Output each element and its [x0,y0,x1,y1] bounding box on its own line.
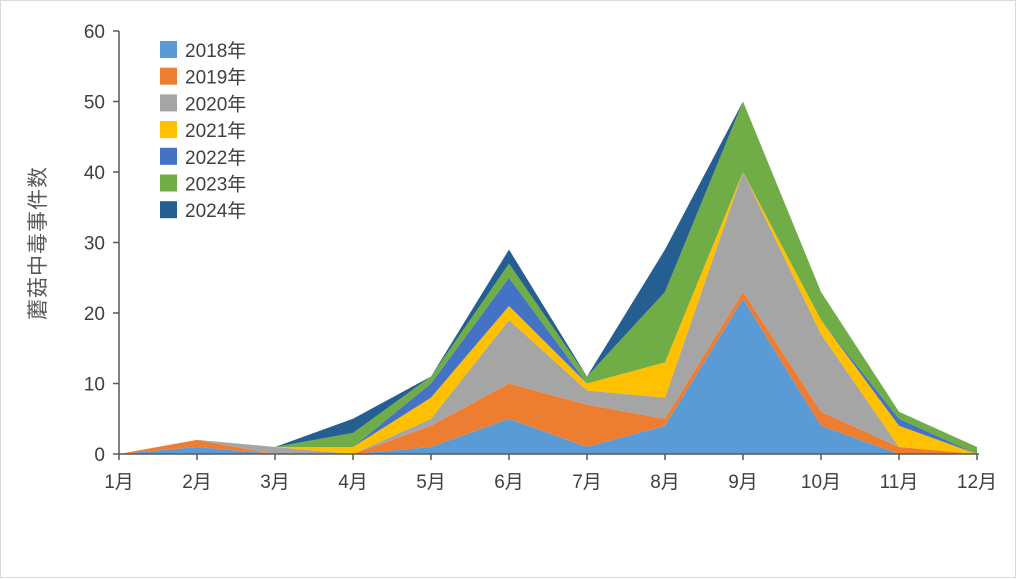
legend-label: 2022年 [185,147,246,169]
legend-label: 2021年 [185,120,246,142]
legend-swatch [160,174,177,192]
legend-label: 2018年 [185,40,246,62]
area-series-4 [119,172,977,454]
area-series-group [119,101,977,454]
legend-swatch [160,121,177,139]
x-tick-label: 4月 [338,472,368,493]
y-tick-label: 10 [84,375,105,396]
area-series-3 [119,172,977,454]
legend-item: 2024年 [160,200,246,222]
legend-label: 2019年 [185,67,246,89]
x-tick-label: 9月 [728,472,758,493]
x-tick-label: 6月 [494,472,524,493]
x-tick-label: 1月 [104,472,134,493]
legend-item: 2020年 [160,93,246,115]
legend-item: 2019年 [160,67,246,89]
x-tick-label: 7月 [572,472,602,493]
y-tick-label: 60 [84,22,105,43]
y-tick-label: 40 [84,163,105,184]
legend-item: 2023年 [160,174,246,196]
legend-label: 2024年 [185,200,246,222]
x-tick-label: 11月 [880,472,919,493]
y-axis-label: 蘑菇中毒事件数 [26,166,50,320]
legend-item: 2021年 [160,120,246,142]
y-tick-label: 50 [84,93,105,114]
legend-item: 2022年 [160,147,246,169]
y-tick-group: 0 10 20 30 40 50 60 [84,22,119,466]
area-series-2 [119,291,977,454]
x-tick-label: 12月 [957,472,997,493]
legend-label: 2020年 [185,93,246,115]
x-tick-group: 1月 2月 3月 4月 5月 6月 7月 8月 9月 10月 11月 12月 [104,454,997,493]
area-series-6 [119,101,977,454]
y-tick-label: 20 [84,304,105,325]
legend-swatch [160,41,177,58]
x-tick-label: 2月 [182,472,212,493]
y-tick-label: 30 [84,234,105,255]
x-tick-label: 8月 [650,472,680,493]
legend-item: 2018年 [160,40,246,62]
legend-swatch [160,147,177,165]
legend-swatch [160,201,177,219]
legend-swatch [160,94,177,112]
legend-swatch [160,67,177,85]
y-tick-label: 0 [94,445,105,466]
x-tick-label: 5月 [416,472,446,493]
legend-label: 2023年 [185,174,246,196]
area-series-1 [119,298,977,454]
x-tick-label: 10月 [801,472,841,493]
x-tick-label: 3月 [260,472,290,493]
legend: 2018年 2019年 2020年 2021年 2022年 2023年 2024年 [160,40,246,222]
